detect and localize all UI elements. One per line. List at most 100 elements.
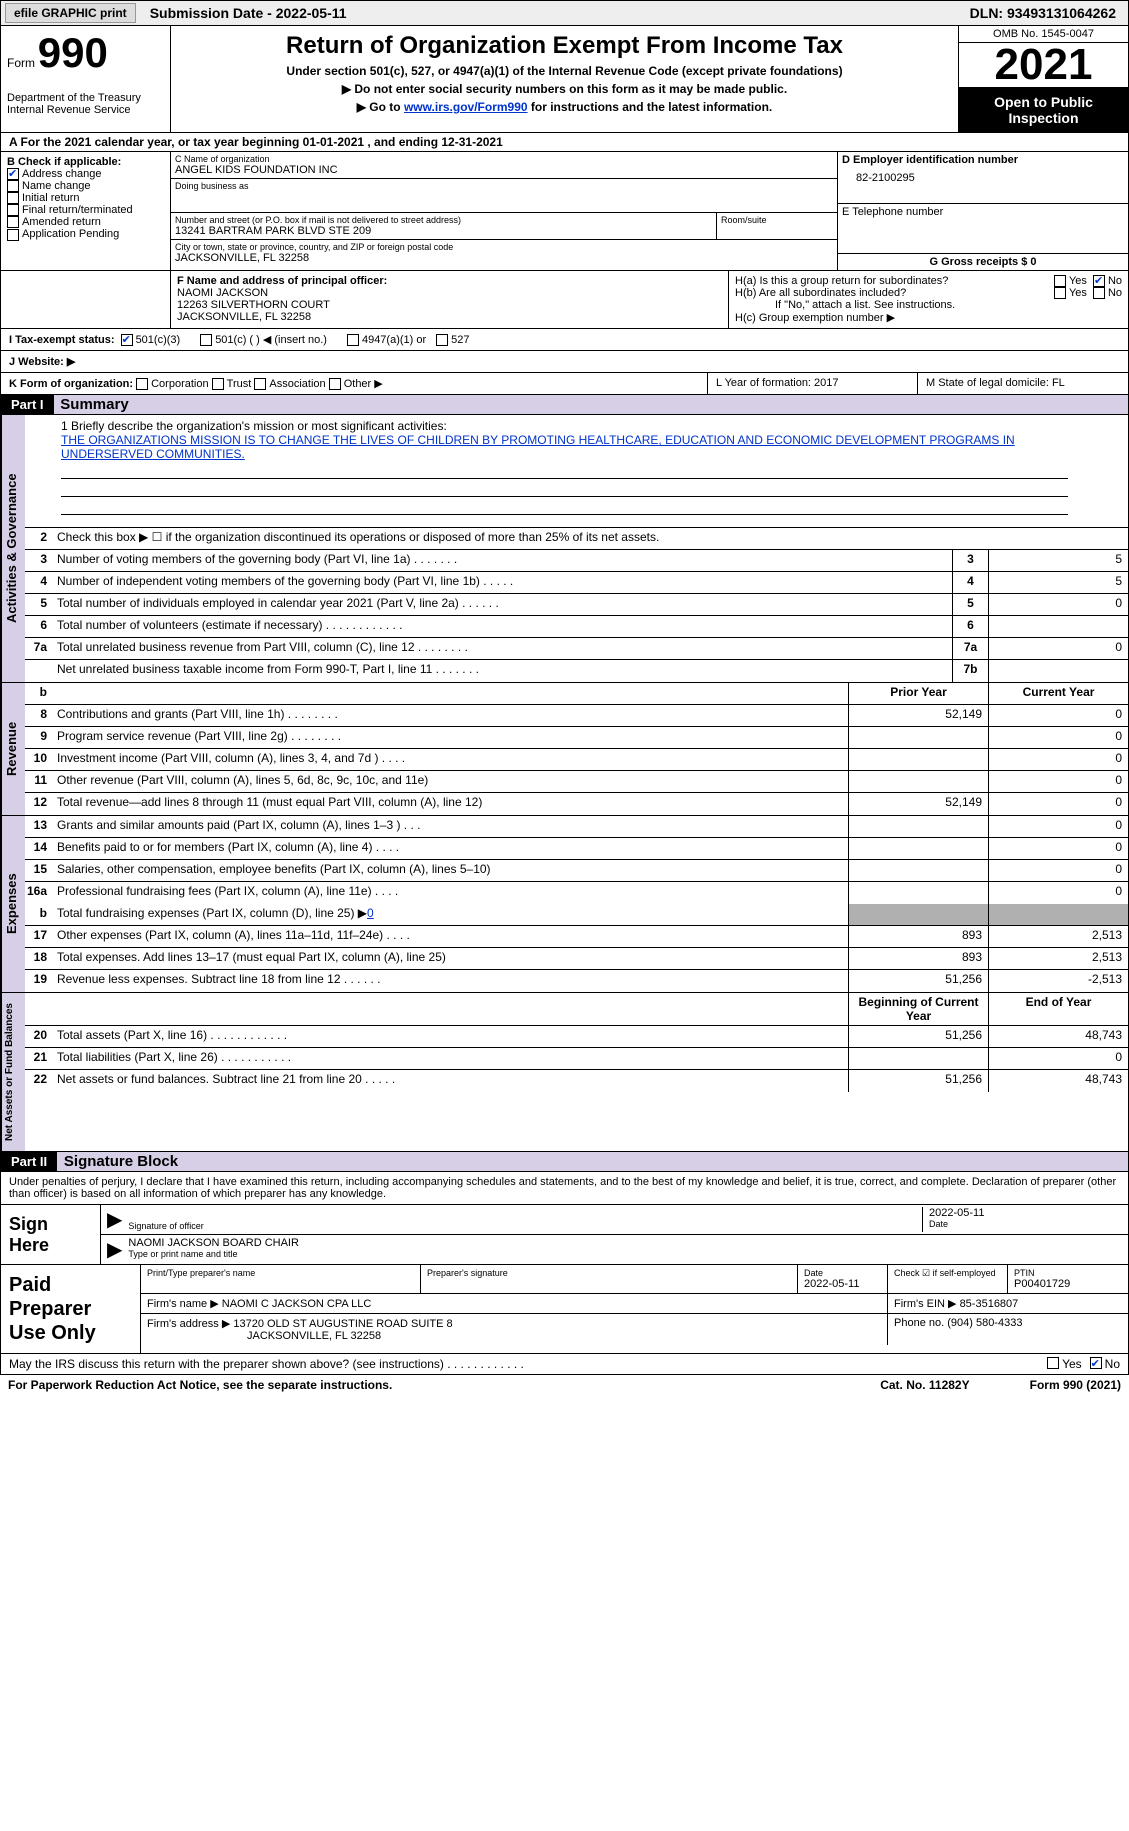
declaration: Under penalties of perjury, I declare th… (1, 1172, 1128, 1204)
b-label: B Check if applicable: (7, 156, 164, 168)
signature-block: Under penalties of perjury, I declare th… (0, 1172, 1129, 1354)
officer-signature-name: NAOMI JACKSON BOARD CHAIR (128, 1237, 1122, 1249)
chk-corp[interactable] (136, 378, 148, 390)
gross-receipts: G Gross receipts $ 0 (838, 254, 1128, 270)
activities-tab: Activities & Governance (1, 415, 25, 682)
chk-trust[interactable] (212, 378, 224, 390)
mission-text: THE ORGANIZATIONS MISSION IS TO CHANGE T… (61, 433, 1068, 461)
revenue-tab: Revenue (1, 683, 25, 815)
chk-501c3[interactable] (121, 334, 133, 346)
street-address: 13241 BARTRAM PARK BLVD STE 209 (175, 225, 712, 237)
officer-addr2: JACKSONVILLE, FL 32258 (177, 311, 722, 323)
officer-label: F Name and address of principal officer: (177, 275, 722, 287)
org-name: ANGEL KIDS FOUNDATION INC (175, 164, 833, 176)
subtitle-1: Under section 501(c), 527, or 4947(a)(1)… (177, 64, 952, 78)
form-header: Form 990 Department of the Treasury Inte… (0, 26, 1129, 133)
sign-here: Sign Here (1, 1205, 101, 1264)
dba-label: Doing business as (175, 181, 833, 191)
form-label: Form (7, 56, 35, 70)
form-title: Return of Organization Exempt From Incom… (177, 32, 952, 60)
hb-yes[interactable] (1054, 287, 1066, 299)
table-row: Total revenue—add lines 8 through 11 (mu… (53, 793, 848, 815)
hb-label: H(b) Are all subordinates included? (735, 287, 1054, 299)
table-row: Other expenses (Part IX, column (A), lin… (53, 926, 848, 947)
chk-501c[interactable] (200, 334, 212, 346)
officer-block: F Name and address of principal officer:… (0, 271, 1129, 329)
officer-addr1: 12263 SILVERTHORN COURT (177, 299, 722, 311)
netassets-section: Net Assets or Fund Balances Beginning of… (0, 993, 1129, 1152)
table-row: Grants and similar amounts paid (Part IX… (53, 816, 848, 837)
identity-block: B Check if applicable: Address change Na… (0, 152, 1129, 271)
subtitle-3: ▶ Go to www.irs.gov/Form990 for instruct… (177, 100, 952, 114)
table-row: Total unrelated business revenue from Pa… (53, 638, 952, 659)
part-ii-header: Part II Signature Block (0, 1152, 1129, 1172)
table-row: Total number of individuals employed in … (53, 594, 952, 615)
table-row: Revenue less expenses. Subtract line 18 … (53, 970, 848, 992)
hc-label: H(c) Group exemption number ▶ (735, 311, 1122, 324)
tax-year: 2021 (959, 43, 1128, 88)
city-state-zip: JACKSONVILLE, FL 32258 (175, 252, 833, 264)
irs-link[interactable]: www.irs.gov/Form990 (404, 100, 528, 114)
subtitle-2: ▶ Do not enter social security numbers o… (177, 82, 952, 96)
table-row: Total liabilities (Part X, line 26) . . … (53, 1048, 848, 1069)
exempt-status-row: I Tax-exempt status: 501(c)(3) 501(c) ( … (0, 329, 1129, 351)
activities-section: Activities & Governance 1 Briefly descri… (0, 415, 1129, 683)
chk-527[interactable] (436, 334, 448, 346)
ha-no[interactable] (1093, 275, 1105, 287)
state-domicile: M State of legal domicile: FL (918, 373, 1128, 394)
table-row: Total assets (Part X, line 16) . . . . .… (53, 1026, 848, 1047)
table-row: Total number of volunteers (estimate if … (53, 616, 952, 637)
chk-assoc[interactable] (254, 378, 266, 390)
table-row: Program service revenue (Part VIII, line… (53, 727, 848, 748)
ha-label: H(a) Is this a group return for subordin… (735, 275, 1054, 287)
netassets-tab: Net Assets or Fund Balances (1, 993, 25, 1151)
part-i-header: Part I Summary (0, 395, 1129, 415)
mission-label: 1 Briefly describe the organization's mi… (61, 419, 1068, 433)
org-name-label: C Name of organization (175, 154, 833, 164)
expenses-tab: Expenses (1, 816, 25, 992)
department: Department of the Treasury Internal Reve… (7, 92, 164, 116)
form-of-org-row: K Form of organization: Corporation Trus… (0, 373, 1129, 395)
chk-other[interactable] (329, 378, 341, 390)
table-row: Investment income (Part VIII, column (A)… (53, 749, 848, 770)
table-row: Contributions and grants (Part VIII, lin… (53, 705, 848, 726)
table-row: Net unrelated business taxable income fr… (53, 660, 952, 682)
table-row: Salaries, other compensation, employee b… (53, 860, 848, 881)
ha-yes[interactable] (1054, 275, 1066, 287)
efile-button[interactable]: efile GRAPHIC print (5, 3, 136, 23)
chk-4947[interactable] (347, 334, 359, 346)
open-inspection: Open to Public Inspection (959, 88, 1128, 132)
room-label: Room/suite (717, 213, 837, 239)
chk-address-change[interactable]: Address change (7, 168, 164, 180)
paid-preparer-label: Paid Preparer Use Only (1, 1265, 141, 1353)
chk-pending[interactable]: Application Pending (7, 228, 164, 240)
form-number: 990 (38, 29, 108, 76)
top-bar: efile GRAPHIC print Submission Date - 20… (0, 0, 1129, 26)
addr-label: Number and street (or P.O. box if mail i… (175, 215, 712, 225)
ein-label: D Employer identification number (842, 154, 1124, 166)
discuss-no[interactable] (1090, 1357, 1102, 1369)
ein: 82-2100295 (842, 166, 1124, 190)
phone-label: E Telephone number (842, 206, 1124, 218)
table-row: Number of voting members of the governin… (53, 550, 952, 571)
expenses-section: Expenses 13Grants and similar amounts pa… (0, 816, 1129, 993)
chk-amended[interactable]: Amended return (7, 216, 164, 228)
table-row: Benefits paid to or for members (Part IX… (53, 838, 848, 859)
chk-initial-return[interactable]: Initial return (7, 192, 164, 204)
discuss-row: May the IRS discuss this return with the… (0, 1354, 1129, 1375)
calendar-year-row: A For the 2021 calendar year, or tax yea… (0, 133, 1129, 152)
table-row: Net assets or fund balances. Subtract li… (53, 1070, 848, 1092)
discuss-yes[interactable] (1047, 1357, 1059, 1369)
website-row: J Website: ▶ (0, 351, 1129, 373)
hb-no[interactable] (1093, 287, 1105, 299)
officer-name: NAOMI JACKSON (177, 287, 722, 299)
chk-name-change[interactable]: Name change (7, 180, 164, 192)
hb-note: If "No," attach a list. See instructions… (735, 299, 1122, 311)
firm-name: NAOMI C JACKSON CPA LLC (222, 1298, 372, 1310)
revenue-section: Revenue bPrior YearCurrent Year 8Contrib… (0, 683, 1129, 816)
dln: DLN: 93493131064262 (970, 5, 1124, 21)
year-formation: L Year of formation: 2017 (708, 373, 918, 394)
table-row: Other revenue (Part VIII, column (A), li… (53, 771, 848, 792)
q2-text: Check this box ▶ ☐ if the organization d… (53, 528, 1128, 549)
chk-final-return[interactable]: Final return/terminated (7, 204, 164, 216)
